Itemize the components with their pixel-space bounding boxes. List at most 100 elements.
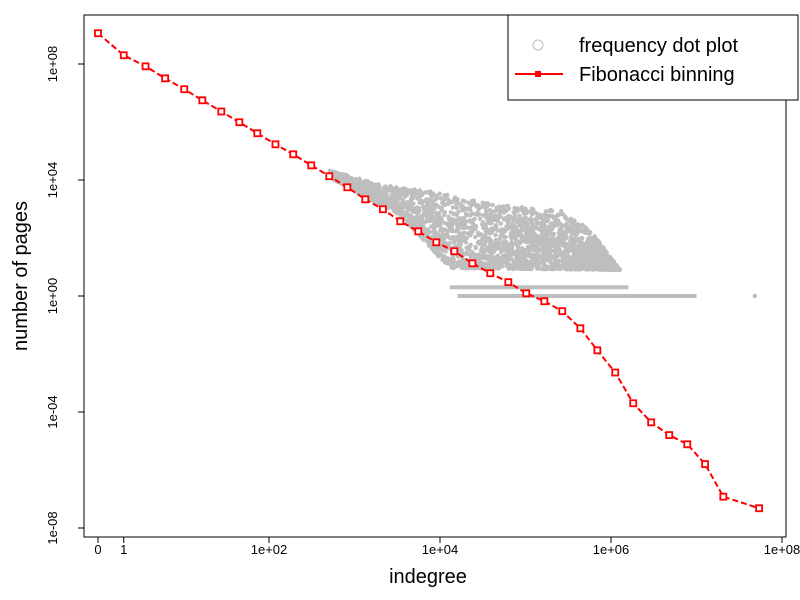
frequency-dot <box>401 198 406 203</box>
frequency-dot <box>481 242 487 248</box>
fibonacci-point <box>719 492 728 501</box>
frequency-dot <box>581 256 586 262</box>
frequency-dot <box>464 235 470 241</box>
legend: frequency dot plot Fibonacci binning <box>507 14 799 101</box>
frequency-dot <box>462 223 467 228</box>
frequency-dot <box>540 244 545 250</box>
frequency-dot <box>472 216 477 222</box>
frequency-dot <box>430 210 435 216</box>
x-tick-label: 1e+04 <box>422 542 459 557</box>
frequency-dot <box>582 229 587 235</box>
x-tick-label: 1e+08 <box>764 542 800 557</box>
frequency-dot <box>589 251 595 256</box>
frequency-dot <box>503 234 508 240</box>
frequency-dot <box>442 211 447 216</box>
legend-fibonacci-marker-icon <box>535 71 541 77</box>
frequency-dot <box>604 264 609 270</box>
frequency-dot <box>472 234 478 240</box>
frequency-dot <box>426 189 431 195</box>
frequency-dot <box>347 179 352 184</box>
frequency-dot <box>432 197 438 202</box>
frequency-dot <box>485 245 491 250</box>
frequency-dot <box>574 223 579 228</box>
frequency-dot <box>477 216 483 221</box>
frequency-dot <box>464 212 470 218</box>
frequency-dot <box>458 202 463 207</box>
frequency-dot <box>546 239 552 244</box>
frequency-dot <box>487 208 493 213</box>
frequency-dot <box>394 187 400 193</box>
frequency-dot <box>506 206 512 211</box>
fibonacci-point <box>253 129 262 138</box>
frequency-dot <box>389 198 394 203</box>
frequency-dot <box>521 255 526 260</box>
frequency-dot <box>559 239 564 244</box>
frequency-dot <box>570 237 575 242</box>
frequency-dot <box>382 188 388 193</box>
frequency-dot <box>607 267 612 272</box>
frequency-dot <box>438 195 444 201</box>
frequency-dot <box>515 243 521 248</box>
frequency-dot <box>372 196 378 202</box>
frequency-dot <box>338 172 344 177</box>
fibonacci-point <box>396 217 405 226</box>
frequency-dot <box>539 232 545 237</box>
frequency-dot <box>407 203 413 209</box>
frequency-dot <box>352 186 357 191</box>
frequency-dot <box>384 201 390 207</box>
frequency-dot <box>512 252 518 257</box>
frequency-dot <box>483 261 488 266</box>
frequency-dot <box>557 227 562 232</box>
frequency-dot <box>434 212 440 218</box>
frequency-dot <box>454 205 459 211</box>
fibonacci-point <box>271 140 280 149</box>
frequency-dot <box>495 242 500 248</box>
frequency-dot <box>420 219 425 225</box>
frequency-dot <box>451 263 456 268</box>
frequency-dot <box>509 247 515 253</box>
legend-fibonacci-label: Fibonacci binning <box>579 64 735 86</box>
frequency-dot <box>523 251 528 257</box>
frequency-dot <box>446 223 451 228</box>
frequency-dot <box>517 213 522 218</box>
x-tick-label: 0 <box>94 542 101 557</box>
frequency-dot <box>538 215 543 220</box>
frequency-dot <box>344 173 350 178</box>
frequency-dot <box>542 232 548 238</box>
frequency-dot <box>462 262 467 267</box>
frequency-dot <box>505 213 511 219</box>
frequency-dot <box>559 208 564 214</box>
fibonacci-point <box>701 460 709 468</box>
fibonacci-point <box>629 399 638 408</box>
frequency-dot <box>388 187 394 192</box>
fibonacci-point <box>432 238 441 247</box>
frequency-dot <box>431 230 437 236</box>
frequency-dot <box>445 233 450 239</box>
fibonacci-series <box>94 29 764 513</box>
frequency-dot <box>440 232 445 237</box>
frequency-dot <box>544 246 549 251</box>
frequency-dot <box>369 182 374 187</box>
frequency-dot <box>384 196 389 202</box>
frequency-dot <box>446 261 452 266</box>
frequency-dot <box>548 207 553 213</box>
frequency-dot <box>470 224 475 230</box>
frequency-dot <box>498 221 504 226</box>
frequency-dot <box>432 203 437 208</box>
frequency-dot <box>513 207 518 212</box>
frequency-dot <box>435 252 441 257</box>
frequency-dot <box>604 255 610 260</box>
frequency-dot <box>514 264 519 270</box>
frequency-dot <box>412 187 417 192</box>
frequency-dot <box>475 212 481 217</box>
legend-box <box>507 14 799 101</box>
frequency-dot <box>425 212 430 217</box>
frequency-dot <box>466 200 471 206</box>
frequency-dot <box>446 214 451 220</box>
frequency-dot <box>498 249 504 255</box>
frequency-dot <box>499 227 504 232</box>
frequency-dot <box>584 227 590 232</box>
legend-frequency-label: frequency dot plot <box>579 35 738 57</box>
frequency-dot <box>450 205 456 210</box>
